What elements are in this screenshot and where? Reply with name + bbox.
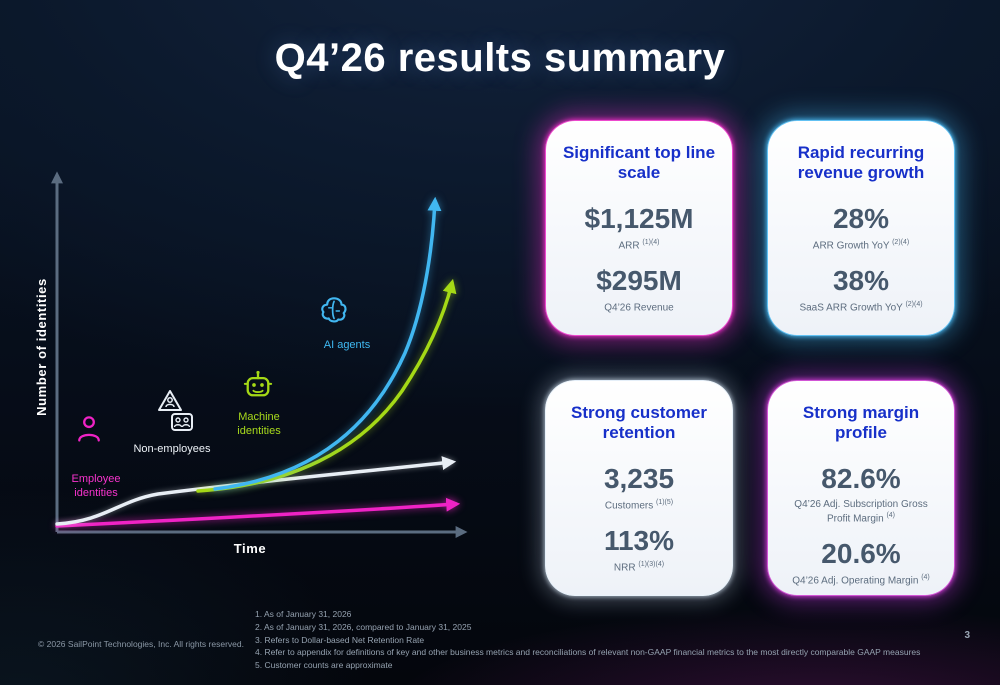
stat-value: 28% xyxy=(832,202,890,234)
stat: 38% SaaS ARR Growth YoY (2)(4) xyxy=(799,264,922,314)
series-label-ai-agents: AI agents xyxy=(323,339,371,351)
stats-cards: Significant top line scale $1,125M ARR (… xyxy=(545,120,957,598)
robot-icon xyxy=(243,370,273,397)
stat-refs: (4) xyxy=(921,573,930,581)
card-title: Significant top line scale xyxy=(562,143,716,183)
footnote: 3. Refers to Dollar-based Net Retention … xyxy=(255,634,425,645)
stat-refs: (2)(4) xyxy=(892,238,910,246)
stat-label: Customers (1)(5) xyxy=(604,498,674,512)
person-icon xyxy=(78,416,100,442)
stat-label-text: ARR Growth YoY xyxy=(812,239,890,251)
series-label-machine-identities: Machine identities xyxy=(237,411,281,437)
footnote: 5. Customer counts are approximate xyxy=(255,660,393,670)
y-axis-label: Number of identities xyxy=(34,278,49,416)
stat-label: NRR (1)(3)(4) xyxy=(604,560,674,574)
stat: 3,235 Customers (1)(5) xyxy=(603,462,675,512)
stat-refs: (4) xyxy=(886,511,896,519)
employee-identities-line xyxy=(55,497,461,528)
non-employees-line xyxy=(55,456,457,526)
stat-label: SaaS ARR Growth YoY (2)(4) xyxy=(799,300,922,314)
footnote: 2. As of January 31, 2026, compared to J… xyxy=(255,621,472,632)
stat-refs: (2)(4) xyxy=(905,300,923,308)
card-title: Strong margin profile xyxy=(802,403,920,443)
card-margin-profile: Strong margin profile 82.6% Q4’26 Adj. S… xyxy=(767,380,955,596)
series-label-employee-identities: Employee identities xyxy=(71,473,121,499)
stat-value: 3,235 xyxy=(603,462,675,494)
identity-growth-chart: Number of identities Time Employee ident… xyxy=(30,155,485,575)
stat-label-text: Q4’26 Revenue xyxy=(604,302,674,314)
brain-icon xyxy=(321,297,347,323)
card-top-line-scale: Significant top line scale $1,125M ARR (… xyxy=(545,120,733,336)
stat-refs: (1)(4) xyxy=(642,238,660,246)
footnote: 1. As of January 31, 2026 xyxy=(255,609,352,619)
stat-value: 113% xyxy=(603,524,675,556)
stat-label-text: Customers xyxy=(604,499,654,511)
stat-label-text: ARR xyxy=(618,239,640,251)
ai-agents-line xyxy=(213,196,442,491)
stat-label: ARR Growth YoY (2)(4) xyxy=(813,238,909,252)
card-title: Strong customer retention xyxy=(570,403,708,443)
series-label-non-employees: Non-employees xyxy=(133,443,211,455)
stat-refs: (1)(3)(4) xyxy=(638,560,665,568)
stat: $295M Q4’26 Revenue xyxy=(596,264,682,314)
card-title: Rapid recurring revenue growth xyxy=(797,143,925,183)
stat-label-text: SaaS ARR Growth YoY xyxy=(799,302,903,314)
footnote: 4. Refer to appendix for definitions of … xyxy=(255,647,921,658)
stat-value: $295M xyxy=(596,264,682,296)
stat-label-text: Q4’26 Adj. Subscription Gross Profit Mar… xyxy=(794,498,928,524)
footnotes: 1. As of January 31, 2026 2. As of Janua… xyxy=(255,608,985,672)
stat-value: 20.6% xyxy=(821,537,901,569)
stat-value: 82.6% xyxy=(821,462,901,494)
stat: 20.6% Q4’26 Adj. Operating Margin (4) xyxy=(792,537,930,587)
card-recurring-revenue-growth: Rapid recurring revenue growth 28% ARR G… xyxy=(767,120,955,336)
stat: 113% NRR (1)(3)(4) xyxy=(603,524,675,574)
stat-label: ARR (1)(4) xyxy=(585,238,694,252)
card-customer-retention: Strong customer retention 3,235 Customer… xyxy=(545,380,733,596)
machine-identities-line xyxy=(196,278,457,493)
identity-growth-curves xyxy=(51,171,468,538)
stat-label: Q4’26 Revenue xyxy=(596,300,682,314)
stat: $1,125M ARR (1)(4) xyxy=(584,202,694,252)
stat-refs: (1)(5) xyxy=(656,498,674,506)
copyright: © 2026 SailPoint Technologies, Inc. All … xyxy=(38,639,244,649)
non-employees-icon xyxy=(158,390,193,431)
stat-label-text: NRR xyxy=(613,562,636,574)
x-axis-label: Time xyxy=(233,541,267,556)
stat-label-text: Q4’26 Adj. Operating Margin xyxy=(792,575,919,587)
stat-label: Q4’26 Adj. Subscription Gross Profit Mar… xyxy=(782,498,940,525)
stat-value: $1,125M xyxy=(584,202,694,234)
page-number: 3 xyxy=(964,630,970,641)
stat-value: 38% xyxy=(832,264,890,296)
stat-label: Q4’26 Adj. Operating Margin (4) xyxy=(792,573,930,587)
stat: 28% ARR Growth YoY (2)(4) xyxy=(813,202,909,252)
stat: 82.6% Q4’26 Adj. Subscription Gross Prof… xyxy=(782,462,940,525)
page-title: Q4’26 results summary xyxy=(274,36,726,80)
